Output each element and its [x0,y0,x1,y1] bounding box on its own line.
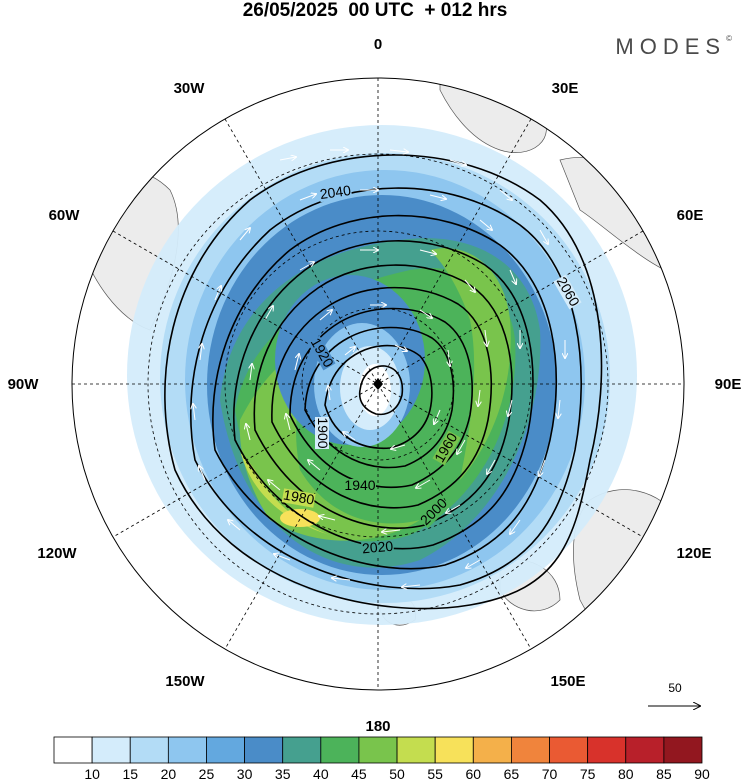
colorbar-label: 90 [694,766,710,782]
brand-logo: MODES© [615,34,732,60]
wind-vectors [193,150,565,587]
colorbar-swatch [472,736,512,764]
colorbar-label: 45 [351,766,367,782]
contour-label-2040: 2040 [319,182,352,202]
colorbar-swatch [396,736,436,764]
longitude-labels: 0 30E 60E 90E 120E 150E 180 150W 120W 90… [8,36,742,735]
contour-label-1940: 1940 [344,477,375,493]
lon-label-90w: 90W [8,376,40,393]
colorbar-label: 60 [466,766,482,782]
brand-mark: © [726,34,732,43]
lon-label-30e: 30E [552,80,579,97]
map-title: 26/05/2025 00 UTC + 012 hrs [242,0,508,21]
colorbar-swatch [358,736,398,764]
lon-label-90e: 90E [715,376,742,393]
colorbar-swatch [167,736,207,764]
colorbar-swatch [663,736,703,764]
pole-marker [373,378,383,390]
lon-label-120w: 120W [37,545,77,562]
colorbar-label: 25 [199,766,215,782]
colorbar-label: 85 [656,766,672,782]
colorbar-label: 80 [618,766,634,782]
colorbar-label: 35 [275,766,291,782]
lon-label-120e: 120E [676,545,711,562]
brand-text: MODES [615,34,727,59]
map-boundary [71,77,685,691]
contour-label-1980: 1980 [282,486,316,507]
colorbar-label: 50 [389,766,405,782]
contour-label-1900: 1900 [315,417,331,448]
colorbar-label: 55 [427,766,443,782]
colorbar-label: 70 [542,766,558,782]
colorbar-swatch [129,736,169,764]
colorbar-swatch [282,736,322,764]
colorbar-label: 65 [504,766,520,782]
lon-label-180: 180 [365,718,390,735]
colorbar-swatch [244,736,284,764]
colorbar-swatch [91,736,131,764]
colorbar-swatch [434,736,474,764]
colorbar-swatch [206,736,245,764]
colorbar-label: 30 [237,766,253,782]
colorbar-swatch [549,736,589,764]
colorbar-label: 75 [580,766,596,782]
colorbar-label: 40 [313,766,329,782]
colorbar-label: 10 [84,766,100,782]
reference-vector: 50 [648,681,700,706]
lon-label-0: 0 [374,36,382,53]
colorbar: 10 15 20 25 30 35 40 45 50 55 60 65 70 75 80 85 90 [53,736,710,782]
lon-label-60w: 60W [49,207,81,224]
colorbar-label: 20 [161,766,177,782]
lon-label-150w: 150W [165,673,205,690]
colorbar-swatch [587,736,627,764]
lon-label-150e: 150E [550,673,585,690]
lon-label-30w: 30W [174,80,206,97]
height-contours [164,154,603,610]
colorbar-swatch [625,736,665,764]
reference-vector-label: 50 [668,681,682,695]
lon-label-60e: 60E [677,207,704,224]
colorbar-swatch [320,736,360,764]
colorbar-swatch [511,736,550,764]
colorbar-swatch [53,736,93,764]
contour-label-2020: 2020 [361,538,394,557]
colorbar-label: 15 [122,766,138,782]
